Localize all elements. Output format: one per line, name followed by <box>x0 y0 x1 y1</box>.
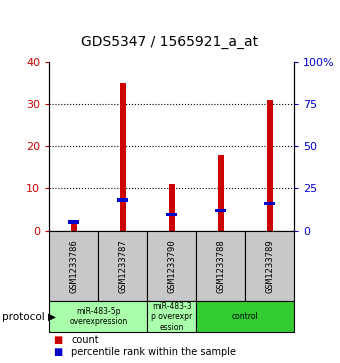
Text: miR-483-3
p overexpr
ession: miR-483-3 p overexpr ession <box>151 302 192 332</box>
Bar <box>267 100 273 231</box>
Text: GSM1233788: GSM1233788 <box>216 239 225 293</box>
Text: GDS5347 / 1565921_a_at: GDS5347 / 1565921_a_at <box>82 35 258 49</box>
Text: control: control <box>232 312 258 321</box>
Bar <box>71 222 77 231</box>
Text: GSM1233786: GSM1233786 <box>69 239 78 293</box>
Bar <box>166 213 177 216</box>
Bar <box>264 202 275 205</box>
Bar <box>117 199 128 202</box>
Text: GSM1233789: GSM1233789 <box>265 239 274 293</box>
Bar <box>68 220 79 224</box>
Bar <box>218 155 224 231</box>
Text: percentile rank within the sample: percentile rank within the sample <box>71 347 236 357</box>
Bar <box>215 209 226 212</box>
Text: count: count <box>71 335 99 345</box>
Text: miR-483-5p
overexpression: miR-483-5p overexpression <box>69 307 128 326</box>
Text: GSM1233790: GSM1233790 <box>167 239 176 293</box>
Text: ■: ■ <box>53 347 62 357</box>
Text: protocol ▶: protocol ▶ <box>2 312 56 322</box>
Bar <box>120 83 126 231</box>
Text: GSM1233787: GSM1233787 <box>118 239 127 293</box>
Text: ■: ■ <box>53 335 62 345</box>
Bar <box>169 184 175 231</box>
